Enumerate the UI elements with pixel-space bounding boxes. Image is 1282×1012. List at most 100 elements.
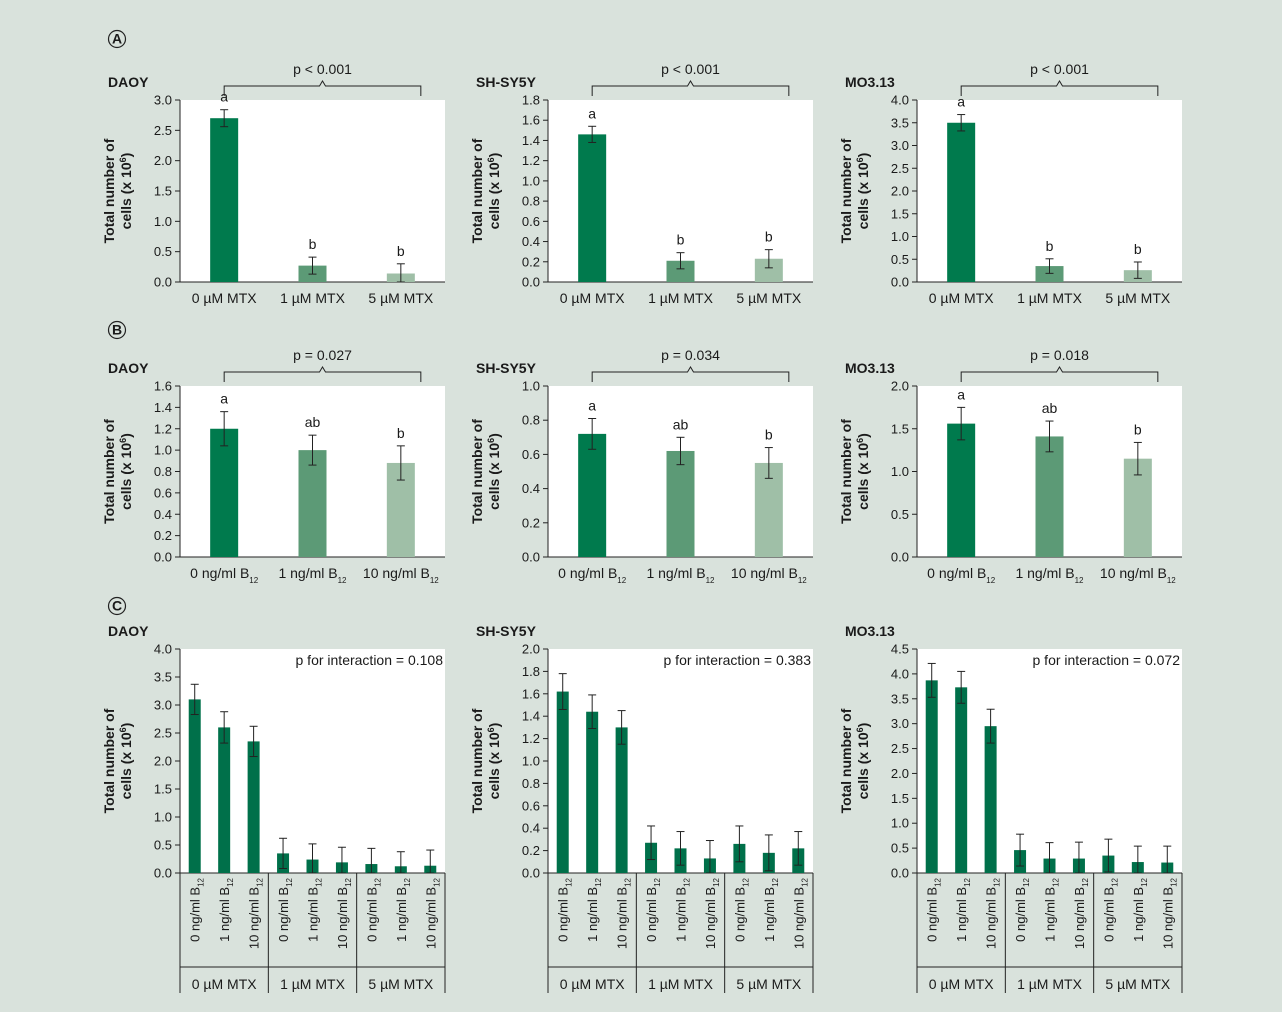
y-tick-label: 3.0: [154, 93, 172, 108]
chart-title: MO3.13: [845, 360, 895, 376]
y-tick-label: 0.8: [154, 464, 172, 479]
y-tick-label: 2.5: [154, 726, 172, 741]
y-axis-label: Total number ofcells (x 106): [101, 138, 134, 243]
bar: [556, 691, 569, 873]
x-tick-label: 5 µM MTX: [736, 290, 802, 306]
x-tick-label: 10 ng/ml B12: [247, 877, 265, 949]
x-tick-label: 1 ng/ml B12: [585, 877, 603, 941]
y-tick-label: 3.5: [891, 115, 909, 130]
y-tick-label: 0.5: [891, 252, 909, 267]
x-tick-label: 10 ng/ml B12: [1100, 565, 1176, 585]
y-tick-label: 0.6: [522, 214, 540, 229]
group-label: 5 µM MTX: [736, 976, 802, 992]
y-tick-label: 1.4: [154, 400, 172, 415]
group-label: 0 µM MTX: [192, 976, 258, 992]
y-tick-label: 2.0: [154, 754, 172, 769]
y-tick-label: 3.0: [891, 716, 909, 731]
bar: [298, 450, 327, 557]
y-tick-label: 0.8: [522, 194, 540, 209]
chart-title: MO3.13: [845, 623, 895, 639]
x-tick-label: 1 ng/ml B12: [217, 877, 235, 941]
y-tick-label: 2.0: [891, 379, 909, 394]
y-tick-label: 1.2: [154, 421, 172, 436]
y-tick-label: 3.5: [154, 670, 172, 685]
y-tick-label: 0.0: [154, 275, 172, 290]
y-tick-label: 0.0: [154, 550, 172, 565]
group-label: 5 µM MTX: [1105, 976, 1171, 992]
p-value-label: p for interaction = 0.108: [296, 652, 444, 668]
x-tick-label: 1 µM MTX: [648, 290, 714, 306]
y-tick-label: 3.5: [891, 691, 909, 706]
bar: [666, 450, 695, 557]
significance-letter: ab: [305, 414, 321, 430]
y-tick-label: 1.6: [522, 686, 540, 701]
y-tick-label: 0.0: [154, 866, 172, 881]
y-tick-label: 4.5: [891, 642, 909, 657]
significance-bracket: [591, 80, 790, 96]
x-tick-label: 10 ng/ml B12: [423, 877, 441, 949]
x-tick-label: 10 ng/ml B12: [1072, 877, 1090, 949]
bar: [925, 680, 938, 873]
x-tick-label: 0 µM MTX: [192, 290, 258, 306]
x-tick-label: 10 ng/ml B12: [984, 877, 1002, 949]
group-label: 1 µM MTX: [280, 976, 346, 992]
y-tick-label: 1.0: [154, 443, 172, 458]
bar: [984, 726, 997, 873]
chart-title: DAOY: [108, 623, 149, 639]
y-tick-label: 0.2: [522, 254, 540, 269]
x-tick-label: 1 ng/ml B12: [394, 877, 412, 941]
group-label: 5 µM MTX: [368, 976, 434, 992]
bar: [615, 727, 628, 873]
significance-bracket: [591, 366, 790, 382]
y-tick-label: 1.0: [891, 229, 909, 244]
x-tick-label: 0 ng/ml B12: [925, 877, 943, 941]
y-tick-label: 4.0: [154, 642, 172, 657]
x-tick-label: 1 ng/ml B12: [1015, 565, 1084, 585]
chart-B-2: MO3.13 0.0 0.5 1.0 1.5 2.0 Total number ofcell…: [838, 347, 1182, 585]
x-tick-label: 1 ng/ml B12: [954, 877, 972, 941]
x-tick-label: 1 ng/ml B12: [1043, 877, 1061, 941]
y-tick-label: 0.6: [522, 798, 540, 813]
y-tick-label: 2.5: [154, 123, 172, 138]
bar: [188, 699, 201, 873]
significance-letter: a: [220, 391, 228, 407]
y-tick-label: 1.8: [522, 93, 540, 108]
y-tick-label: 0.2: [522, 843, 540, 858]
y-tick-label: 0.0: [891, 550, 909, 565]
significance-letter: ab: [673, 416, 689, 432]
y-tick-label: 3.0: [154, 698, 172, 713]
y-tick-label: 1.5: [154, 782, 172, 797]
section-label-A: A: [112, 31, 122, 47]
x-tick-label: 5 µM MTX: [368, 290, 434, 306]
y-tick-label: 2.0: [522, 642, 540, 657]
x-tick-label: 1 µM MTX: [280, 290, 346, 306]
significance-letter: a: [957, 386, 965, 402]
p-value-label: p = 0.027: [293, 347, 352, 363]
y-axis-label: Total number ofcells (x 106): [469, 138, 502, 243]
significance-bracket: [223, 80, 422, 96]
significance-letter: b: [1134, 421, 1142, 437]
x-tick-label: 0 µM MTX: [929, 290, 995, 306]
y-tick-label: 3.0: [891, 138, 909, 153]
y-axis-label: Total number ofcells (x 106): [469, 708, 502, 813]
significance-letter: a: [588, 397, 596, 413]
y-tick-label: 1.0: [522, 173, 540, 188]
y-tick-label: 1.0: [891, 464, 909, 479]
y-tick-label: 2.0: [154, 153, 172, 168]
y-tick-label: 0.0: [522, 550, 540, 565]
x-tick-label: 0 ng/ml B12: [276, 877, 294, 941]
x-tick-label: 10 ng/ml B12: [703, 877, 721, 949]
bar: [955, 687, 968, 873]
section-marker-B: [107, 320, 127, 340]
y-axis-label: Total number ofcells (x 106): [101, 419, 134, 524]
y-tick-label: 0.0: [891, 866, 909, 881]
significance-bracket: [223, 366, 422, 382]
x-tick-label: 1 ng/ml B12: [762, 877, 780, 941]
significance-letter: a: [220, 89, 228, 105]
group-label: 1 µM MTX: [1017, 976, 1083, 992]
y-tick-label: 1.2: [522, 731, 540, 746]
chart-title: SH-SY5Y: [476, 360, 537, 376]
significance-letter: b: [765, 229, 773, 245]
y-axis-label: Total number ofcells (x 106): [469, 419, 502, 524]
